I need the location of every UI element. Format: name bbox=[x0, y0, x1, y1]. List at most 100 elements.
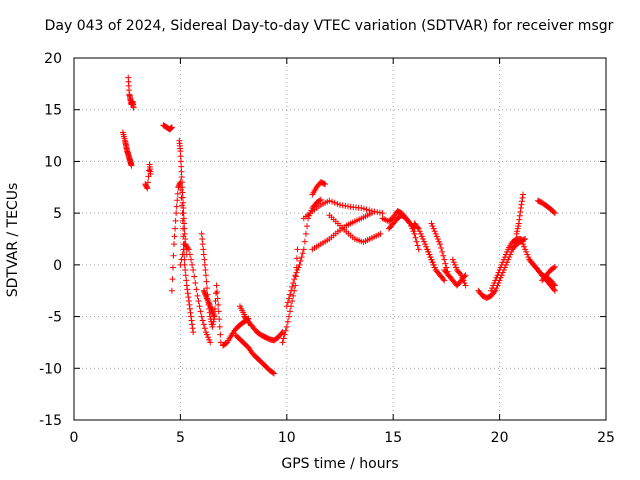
data-point bbox=[189, 321, 196, 328]
data-point bbox=[186, 305, 193, 312]
axis-ticks: 0 5 10 15 20 25 -15 -10 -5 0 5 10 15 20 bbox=[39, 51, 615, 446]
data-point bbox=[183, 282, 190, 289]
data-point bbox=[144, 179, 151, 186]
data-point bbox=[550, 281, 557, 288]
data-point bbox=[187, 309, 194, 316]
data-point bbox=[279, 339, 286, 346]
data-point bbox=[174, 197, 181, 204]
data-point bbox=[178, 202, 185, 209]
data-point bbox=[342, 202, 349, 209]
data-point bbox=[200, 287, 207, 294]
data-point bbox=[520, 191, 527, 198]
data-point bbox=[177, 261, 184, 268]
data-point bbox=[169, 276, 176, 283]
data-point bbox=[411, 230, 418, 237]
x-axis-label: GPS time / hours bbox=[281, 456, 399, 472]
data-point bbox=[488, 287, 495, 294]
data-point bbox=[205, 299, 212, 306]
data-point bbox=[188, 256, 195, 263]
data-point bbox=[329, 198, 336, 205]
data-point bbox=[188, 313, 195, 320]
data-point bbox=[344, 203, 351, 210]
data-point bbox=[203, 278, 210, 285]
data-point bbox=[462, 282, 469, 289]
data-point bbox=[421, 238, 428, 245]
data-point bbox=[198, 313, 205, 320]
data-point bbox=[182, 272, 189, 279]
data-point bbox=[293, 255, 300, 262]
data-point bbox=[178, 168, 185, 175]
data-point bbox=[427, 254, 434, 261]
data-point bbox=[426, 251, 433, 258]
data-point bbox=[418, 233, 425, 240]
grid bbox=[74, 58, 606, 420]
data-point bbox=[201, 325, 208, 332]
data-point bbox=[306, 212, 313, 219]
data-point bbox=[185, 298, 192, 305]
data-point bbox=[433, 233, 440, 240]
data-point bbox=[185, 246, 192, 253]
data-point bbox=[366, 207, 373, 214]
data-point bbox=[204, 285, 210, 292]
data-point bbox=[551, 282, 558, 289]
data-point bbox=[412, 234, 419, 241]
data-point bbox=[459, 274, 466, 281]
data-point bbox=[209, 321, 216, 328]
data-point bbox=[182, 236, 189, 242]
data-point bbox=[204, 295, 210, 302]
data-point bbox=[302, 230, 309, 237]
data-point bbox=[215, 301, 222, 308]
data-point bbox=[216, 316, 223, 323]
data-point bbox=[206, 300, 213, 307]
data-point bbox=[423, 243, 430, 250]
data-point bbox=[217, 339, 224, 346]
data-point bbox=[492, 277, 499, 284]
data-point bbox=[147, 170, 154, 177]
data-point bbox=[316, 197, 323, 204]
data-point bbox=[177, 148, 184, 155]
data-point bbox=[518, 238, 525, 245]
data-point bbox=[504, 248, 511, 255]
data-point bbox=[550, 209, 557, 216]
data-point bbox=[144, 185, 151, 192]
data-point bbox=[360, 205, 367, 212]
data-point bbox=[184, 290, 191, 297]
data-point bbox=[290, 292, 297, 299]
data-point bbox=[292, 272, 299, 279]
data-point bbox=[199, 241, 206, 248]
data-point bbox=[298, 254, 305, 261]
data-point bbox=[339, 202, 346, 209]
data-point bbox=[168, 124, 175, 131]
data-point bbox=[208, 307, 215, 314]
data-point bbox=[175, 182, 182, 189]
data-point bbox=[202, 291, 209, 298]
data-point bbox=[550, 286, 557, 293]
data-point bbox=[205, 298, 212, 305]
data-point bbox=[189, 325, 196, 332]
data-point bbox=[300, 246, 307, 253]
data-point bbox=[293, 269, 300, 276]
data-point bbox=[216, 323, 223, 330]
data-point bbox=[130, 104, 137, 111]
data-point bbox=[495, 269, 502, 276]
data-point bbox=[286, 308, 293, 315]
y-tick-label: 10 bbox=[44, 154, 62, 170]
data-point bbox=[190, 267, 197, 274]
data-point bbox=[211, 313, 218, 320]
data-point bbox=[196, 303, 203, 310]
data-point bbox=[284, 318, 291, 325]
data-point bbox=[431, 264, 438, 271]
data-point bbox=[301, 238, 308, 245]
data-point bbox=[424, 246, 431, 253]
data-point bbox=[180, 246, 187, 253]
data-point bbox=[513, 230, 520, 237]
data-point bbox=[491, 289, 498, 296]
x-tick-label: 10 bbox=[278, 430, 296, 446]
data-point bbox=[188, 317, 195, 324]
data-point bbox=[184, 286, 191, 293]
data-point bbox=[521, 243, 528, 250]
data-point bbox=[172, 217, 179, 224]
data-point bbox=[207, 339, 214, 346]
data-point bbox=[291, 276, 298, 283]
